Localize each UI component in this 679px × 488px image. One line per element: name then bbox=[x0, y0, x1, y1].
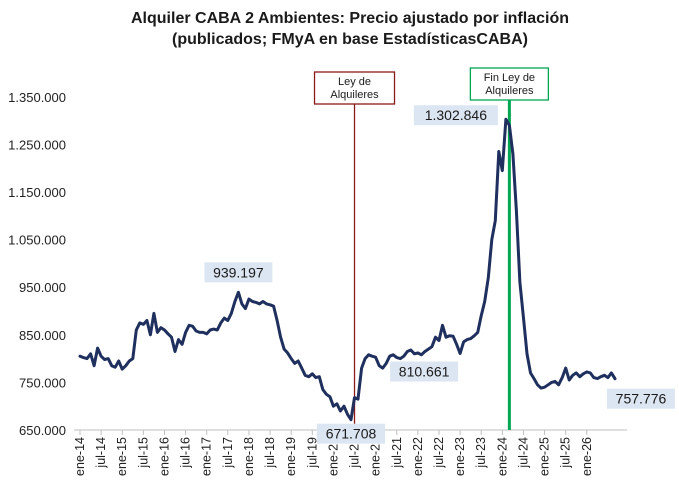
x-tick-label: jul-21 bbox=[390, 437, 404, 469]
value-callout-bg bbox=[317, 423, 385, 444]
x-tick-label: ene-16 bbox=[157, 437, 171, 476]
event-marker-box bbox=[313, 71, 396, 105]
x-tick-label: jul-25 bbox=[559, 437, 573, 469]
chart-title: Alquiler CABA 2 Ambientes: Precio ajusta… bbox=[131, 10, 569, 27]
x-tick-label: jul-20 bbox=[348, 437, 362, 469]
x-tick-label: ene-23 bbox=[453, 437, 467, 476]
x-tick-label: ene-26 bbox=[580, 437, 594, 476]
value-callout-bg bbox=[204, 262, 273, 283]
x-tick-label: ene-24 bbox=[495, 437, 509, 476]
x-tick-label: ene-20 bbox=[326, 437, 340, 476]
event-marker-label: Alquileres bbox=[485, 85, 534, 97]
value-callout-bg bbox=[413, 105, 498, 126]
value-callout-bg bbox=[606, 388, 675, 409]
y-tick-label: 750.000 bbox=[19, 375, 66, 390]
x-tick-label: ene-18 bbox=[242, 437, 256, 476]
value-callout: 939.197 bbox=[204, 262, 273, 283]
series-line bbox=[78, 117, 617, 422]
value-callout-label: 671.708 bbox=[326, 426, 377, 442]
value-callout-label: 939.197 bbox=[213, 264, 264, 280]
y-tick-label: 1.250.000 bbox=[8, 137, 66, 152]
x-tick-label: ene-14 bbox=[73, 437, 87, 476]
x-tick-label: ene-19 bbox=[284, 437, 298, 476]
x-tick-label: jul-24 bbox=[516, 437, 530, 469]
y-tick-label: 950.000 bbox=[19, 280, 66, 295]
x-tick-label: ene-25 bbox=[538, 437, 552, 476]
data-annotations: 939.197 671.708 810.661 1.302.846 757.776 bbox=[204, 105, 675, 444]
x-tick-label: jul-22 bbox=[432, 437, 446, 469]
x-tick-label: ene-15 bbox=[115, 437, 129, 476]
y-tick-label: 850.000 bbox=[19, 328, 66, 343]
x-tick-label: ene-22 bbox=[411, 437, 425, 476]
x-tick-label: jul-16 bbox=[179, 437, 193, 469]
event-marker-label: Ley de bbox=[338, 76, 371, 88]
x-axis: ene-14 jul-14 ene-15 jul-15 ene-16 jul-16 ene-… bbox=[73, 430, 594, 476]
value-callout: 671.708 bbox=[317, 423, 385, 444]
event-marker-box bbox=[469, 67, 550, 101]
value-callout: 1.302.846 bbox=[413, 105, 498, 126]
value-callout: 810.661 bbox=[390, 361, 459, 382]
x-tick-label: ene-21 bbox=[369, 437, 383, 476]
value-callout-label: 810.661 bbox=[399, 364, 450, 380]
x-tick-label: ene-17 bbox=[200, 437, 214, 476]
x-tick-label: jul-15 bbox=[136, 437, 150, 469]
x-tick-label: jul-23 bbox=[474, 437, 488, 469]
value-callout-label: 757.776 bbox=[616, 391, 667, 407]
x-tick-label: jul-19 bbox=[305, 437, 319, 469]
y-tick-label: 1.350.000 bbox=[8, 90, 66, 105]
y-tick-label: 1.150.000 bbox=[8, 185, 66, 200]
value-callout: 757.776 bbox=[606, 388, 675, 409]
y-tick-label: 1.050.000 bbox=[8, 233, 66, 248]
y-axis: 650.000 750.000 850.000 950.000 1.050.000 1.1… bbox=[8, 90, 66, 438]
y-tick-label: 650.000 bbox=[19, 423, 66, 438]
x-tick-label: jul-18 bbox=[263, 437, 277, 469]
value-callout-bg bbox=[390, 361, 459, 382]
event-marker-label: Alquileres bbox=[330, 89, 379, 101]
chart-subtitle: (publicados; FMyA en base EstadísticasCA… bbox=[172, 31, 528, 48]
value-callout-label: 1.302.846 bbox=[425, 107, 487, 123]
x-tick-label: jul-14 bbox=[94, 437, 108, 469]
event-marker-label: Fin Ley de bbox=[484, 72, 535, 84]
x-tick-label: jul-17 bbox=[221, 437, 235, 469]
